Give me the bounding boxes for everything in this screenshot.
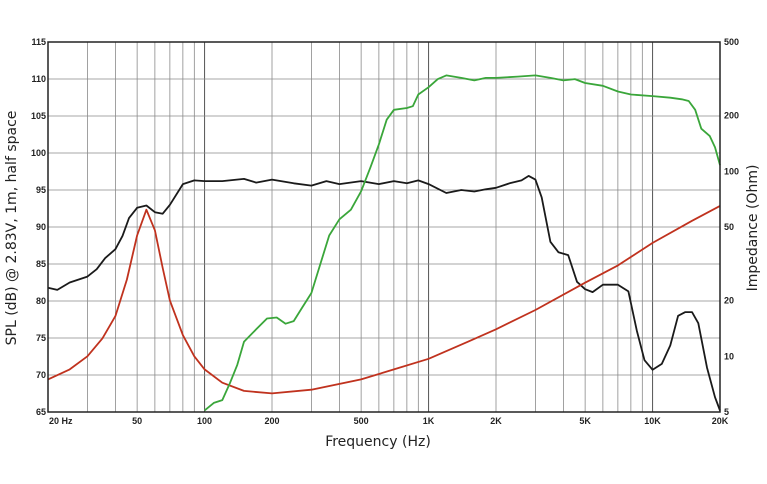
x-tick-label: 200 xyxy=(264,416,279,426)
impedance-curve xyxy=(47,205,721,395)
impedance-phase-curve xyxy=(204,74,721,412)
y2-tick-labels: 5 10 20 50 100 200 500 xyxy=(724,37,739,417)
x-tick-labels: 20 Hz 50 100 200 500 1K 2K 5K 10K 20K xyxy=(49,416,729,426)
y-tick-label: 70 xyxy=(36,370,46,380)
y-tick-label: 80 xyxy=(36,296,46,306)
y2-tick-label: 100 xyxy=(724,166,739,176)
x-axis-title: Frequency (Hz) xyxy=(325,434,431,450)
x-tick-label: 20K xyxy=(712,416,729,426)
x-tick-label: 5K xyxy=(579,416,591,426)
y2-tick-label: 20 xyxy=(724,296,734,306)
y2-tick-label: 5 xyxy=(724,407,729,417)
y-axis-title: SPL (dB) @ 2.83V, 1m, half space xyxy=(4,111,20,346)
y2-tick-label: 50 xyxy=(724,222,734,232)
y-tick-label: 100 xyxy=(31,148,46,158)
y-tick-label: 105 xyxy=(31,111,46,121)
x-tick-label: 2K xyxy=(490,416,502,426)
y-tick-label: 90 xyxy=(36,222,46,232)
y2-tick-label: 10 xyxy=(724,351,734,361)
x-tick-label: 10K xyxy=(644,416,661,426)
y-tick-label: 115 xyxy=(31,37,46,47)
y-tick-label: 110 xyxy=(31,74,46,84)
y-tick-labels: 65 70 75 80 85 90 95 100 105 110 115 xyxy=(31,37,46,417)
x-tick-label: 1K xyxy=(423,416,435,426)
series-lines xyxy=(47,74,721,412)
y-tick-label: 65 xyxy=(36,407,46,417)
y2-tick-label: 200 xyxy=(724,111,739,121)
y2-axis-title: Impedance (Ohm) xyxy=(745,165,761,292)
plot-frame xyxy=(47,41,721,413)
y-tick-label: 95 xyxy=(36,185,46,195)
y-tick-label: 85 xyxy=(36,259,46,269)
y2-tick-label: 500 xyxy=(724,37,739,47)
x-tick-label: 500 xyxy=(354,416,369,426)
x-tick-label: 50 xyxy=(132,416,142,426)
grid xyxy=(48,42,720,412)
x-tick-label: 20 Hz xyxy=(49,416,73,426)
y-tick-label: 75 xyxy=(36,333,46,343)
x-tick-label: 100 xyxy=(197,416,212,426)
spl-curve xyxy=(47,175,721,411)
